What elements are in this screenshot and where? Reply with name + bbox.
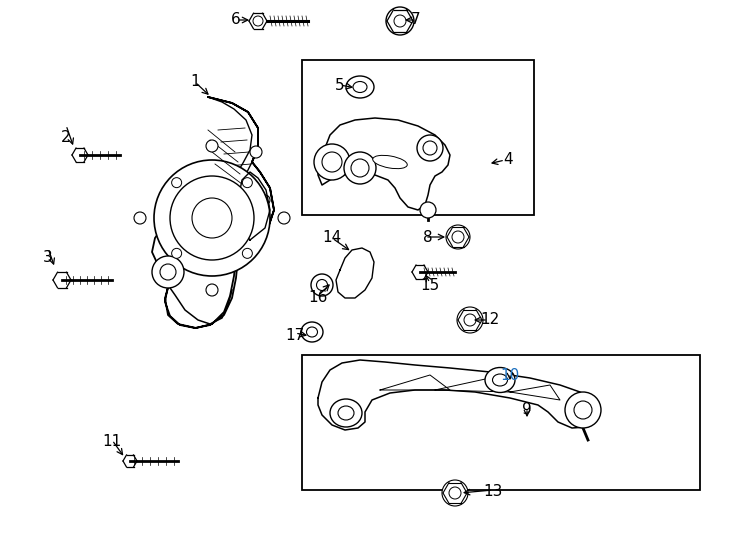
Ellipse shape [351, 159, 369, 177]
Text: 17: 17 [286, 327, 305, 342]
Circle shape [206, 284, 218, 296]
Text: 2: 2 [61, 131, 70, 145]
Polygon shape [208, 97, 258, 178]
Text: 6: 6 [231, 12, 241, 28]
Ellipse shape [346, 76, 374, 98]
Ellipse shape [417, 135, 443, 161]
Ellipse shape [423, 141, 437, 155]
Circle shape [192, 198, 232, 238]
Circle shape [152, 256, 184, 288]
Text: 3: 3 [43, 251, 53, 266]
Text: 13: 13 [483, 484, 503, 500]
Circle shape [172, 248, 181, 258]
Circle shape [206, 140, 218, 152]
Text: 15: 15 [421, 278, 440, 293]
Circle shape [574, 401, 592, 419]
Circle shape [457, 307, 483, 333]
Circle shape [134, 212, 146, 224]
Ellipse shape [311, 274, 333, 296]
Circle shape [464, 314, 476, 326]
Circle shape [449, 487, 461, 499]
Text: 16: 16 [308, 291, 327, 306]
Ellipse shape [485, 368, 515, 393]
Circle shape [170, 176, 254, 260]
Circle shape [253, 16, 263, 26]
Ellipse shape [322, 152, 342, 172]
Bar [302, 60, 534, 215]
Text: 5: 5 [335, 78, 345, 92]
Polygon shape [318, 360, 600, 430]
Circle shape [242, 178, 252, 187]
Circle shape [442, 480, 468, 506]
Circle shape [386, 7, 414, 35]
Ellipse shape [330, 399, 362, 427]
Polygon shape [238, 172, 270, 240]
Circle shape [565, 392, 601, 428]
Text: 12: 12 [480, 313, 500, 327]
Text: 11: 11 [102, 435, 122, 449]
Text: 10: 10 [501, 368, 520, 382]
Circle shape [242, 248, 252, 258]
Ellipse shape [307, 327, 318, 337]
Circle shape [394, 15, 406, 27]
Bar [302, 355, 700, 490]
Text: 9: 9 [522, 402, 532, 417]
Ellipse shape [316, 280, 327, 291]
Ellipse shape [301, 322, 323, 342]
Text: 1: 1 [190, 75, 200, 90]
Text: 8: 8 [424, 231, 433, 246]
Text: 7: 7 [411, 12, 421, 28]
Circle shape [420, 202, 436, 218]
Polygon shape [336, 248, 374, 298]
Circle shape [154, 160, 270, 276]
Circle shape [172, 178, 181, 187]
Circle shape [260, 195, 270, 205]
Circle shape [452, 231, 464, 243]
Ellipse shape [373, 156, 407, 168]
Text: 4: 4 [504, 152, 513, 167]
Ellipse shape [493, 374, 507, 386]
Text: 14: 14 [322, 231, 341, 246]
Circle shape [250, 146, 262, 158]
Ellipse shape [353, 82, 367, 92]
Polygon shape [318, 118, 450, 210]
Circle shape [160, 264, 176, 280]
Circle shape [446, 225, 470, 249]
Ellipse shape [344, 152, 376, 184]
Circle shape [278, 212, 290, 224]
Circle shape [260, 215, 270, 225]
Ellipse shape [338, 406, 354, 420]
Ellipse shape [314, 144, 350, 180]
